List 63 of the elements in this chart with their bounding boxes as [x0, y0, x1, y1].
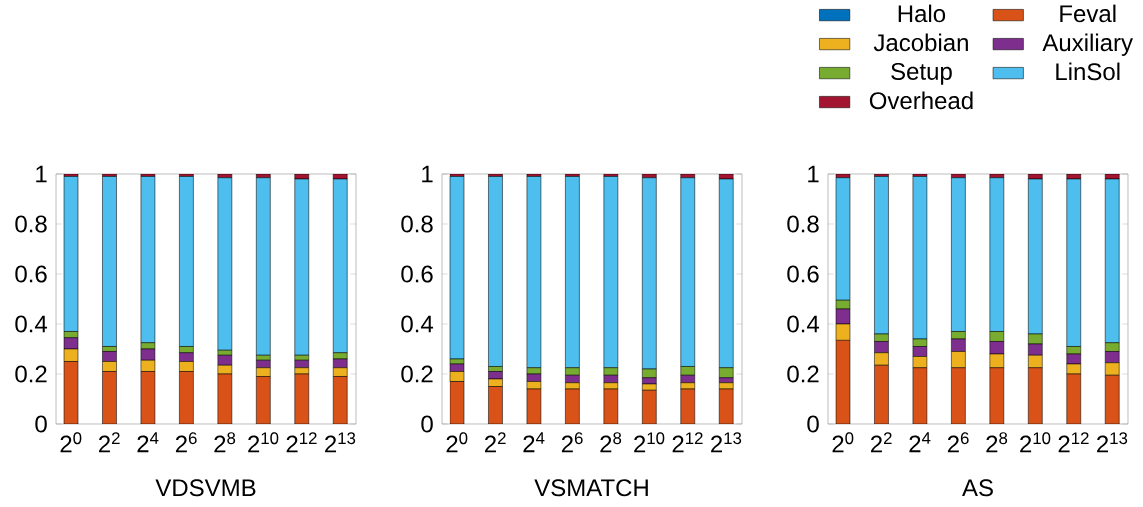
bar: [140, 176, 156, 344]
bar: [256, 177, 271, 356]
x-tick-label: 2$^{10}$: [248, 432, 279, 453]
x-axis-title: VDSVMB: [155, 479, 256, 497]
bar: [294, 359, 310, 369]
bar: [102, 371, 117, 424]
x-tick-label: 2$^{6}$: [947, 432, 969, 453]
y-tick-label: 0.8: [401, 215, 433, 233]
x-tick-label: 2$^{2}$: [870, 432, 892, 453]
y-tick-label: 0.2: [787, 365, 819, 383]
y-tick-label: 1: [422, 165, 433, 183]
x-tick-label: 2$^{10}$: [634, 432, 665, 453]
x-axis-title: VSMATCH: [534, 479, 648, 497]
legend-label: Feval: [1060, 4, 1116, 23]
y-tick-label: 0.6: [15, 265, 47, 283]
x-tick-label: 2$^{0}$: [832, 432, 854, 453]
x-tick-label: 2$^{8}$: [214, 432, 236, 453]
x-tick-label: 2$^{12}$: [672, 432, 703, 453]
y-tick-label: 1: [36, 165, 47, 183]
legend-label: Jacobian: [873, 33, 968, 52]
y-tick-label: 1: [808, 165, 819, 183]
y-tick-label: 0.4: [401, 315, 434, 333]
x-tick-label: 2$^{6}$: [175, 432, 197, 453]
bar: [179, 371, 194, 424]
y-tick-label: 0.6: [401, 265, 433, 283]
legend-label: LinSol: [1056, 62, 1120, 81]
legend-label: Auxiliary: [1042, 33, 1133, 56]
x-tick-label: 2$^{0}$: [446, 432, 468, 453]
x-axis-title: AS: [962, 479, 993, 497]
x-tick-label: 2$^{13}$: [711, 432, 742, 453]
bar: [294, 178, 310, 356]
y-tick-label: 0.6: [787, 265, 819, 283]
bar: [332, 178, 348, 354]
legend-label: Overhead: [869, 91, 973, 110]
bar: [256, 376, 271, 424]
y-tick-label: 0: [35, 415, 47, 433]
legend-label: Halo: [898, 4, 946, 23]
y-tick-label: 0.4: [15, 315, 48, 333]
x-tick-label: 2$^{13}$: [325, 432, 356, 453]
legend-label: Setup: [891, 62, 952, 85]
x-tick-label: 2$^{8}$: [986, 432, 1008, 453]
x-tick-label: 2$^{10}$: [1020, 432, 1051, 453]
x-tick-label: 2$^{8}$: [600, 432, 622, 453]
y-tick-label: 0.2: [401, 365, 433, 383]
y-tick-label: 0.2: [15, 365, 47, 383]
bar: [217, 177, 233, 351]
y-tick-label: 0: [807, 415, 819, 433]
x-tick-label: 2$^{4}$: [523, 432, 545, 453]
y-tick-label: 0.4: [787, 315, 820, 333]
x-tick-label: 2$^{6}$: [561, 432, 583, 453]
bar: [102, 176, 117, 347]
x-tick-label: 2$^{4}$: [909, 432, 931, 453]
x-tick-label: 2$^{12}$: [286, 432, 317, 453]
x-tick-label: 2$^{12}$: [1058, 432, 1089, 453]
y-tick-label: 0: [421, 415, 433, 433]
x-tick-label: 2$^{2}$: [485, 432, 506, 453]
x-tick-label: 2$^{2}$: [99, 432, 120, 453]
bar: [332, 376, 348, 424]
x-tick-label: 2$^{0}$: [60, 432, 82, 453]
y-tick-label: 0.8: [15, 215, 47, 233]
x-tick-label: 2$^{13}$: [1097, 432, 1128, 453]
y-tick-label: 0.8: [787, 215, 819, 233]
x-tick-label: 2$^{4}$: [137, 432, 159, 453]
